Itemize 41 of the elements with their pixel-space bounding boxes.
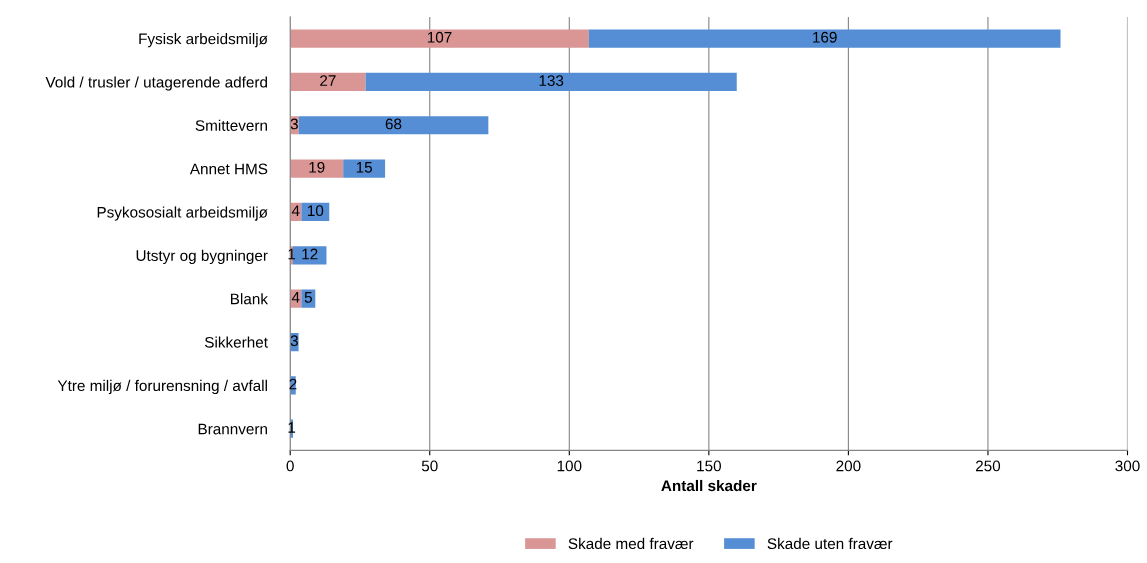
y-tick-label: Psykososialt arbeidsmiljø [97,206,268,221]
y-tick-label: Brannvern [198,423,267,435]
legend-label: Skade med fravær [568,537,694,550]
bar [290,72,366,92]
x-tick-label: 0 [286,460,294,472]
data-label: 19 [309,161,325,173]
data-label: 68 [385,118,402,130]
y-tick-label: Vold / trusler / utagerende adferd [45,76,267,91]
bar [290,159,344,178]
data-label: 4 [291,292,300,303]
data-label: 107 [427,31,452,43]
x-tick-label: 50 [421,460,438,472]
x-axis-title: Antall skader [661,479,757,492]
data-label: 12 [302,248,318,260]
y-tick-label: Blank [231,293,268,305]
y-tick-label: Ytre miljø / forurensning / avfall [57,379,267,395]
bar [298,116,489,135]
bar [343,159,386,178]
data-label: 133 [539,75,564,87]
y-tick-label: Sikkerhet [204,336,268,348]
x-tick-label: 150 [697,460,721,472]
data-label: 169 [813,31,837,43]
bar [365,72,737,92]
x-tick-label: 300 [1115,460,1140,472]
bar [290,29,589,48]
data-label: 3 [290,335,298,347]
legend-label: Skade uten fravær [767,537,893,550]
data-label: 27 [320,75,336,86]
y-tick-label: Fysisk arbeidsmiljø [139,33,268,48]
x-tick-label: 250 [975,460,1001,472]
y-tick-label: Smittevern [195,119,267,131]
x-tick-label: 100 [557,460,582,472]
data-label: 4 [291,205,300,216]
x-tick-label: 200 [836,460,861,472]
data-label: 5 [304,292,312,303]
data-label: 10 [307,205,324,217]
bar [588,29,1061,48]
data-label: 15 [356,162,373,173]
data-label: 3 [290,118,298,130]
y-tick-label: Utstyr og bygninger [136,249,268,265]
y-tick-label: Annet HMS [189,163,268,175]
